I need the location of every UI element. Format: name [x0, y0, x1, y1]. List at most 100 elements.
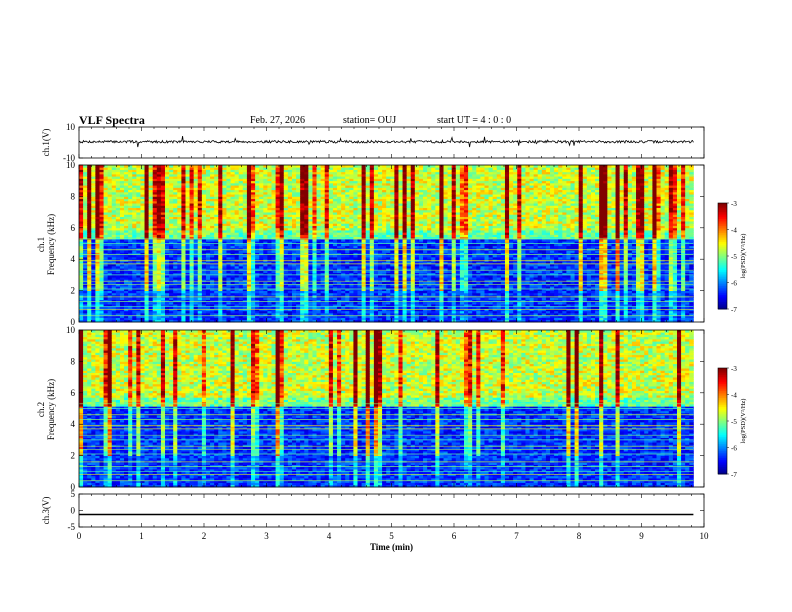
ch2-spec-colorbar-cell [718, 458, 727, 461]
ch2-spec-ylabel: Frequency (kHz) [46, 379, 56, 440]
ch2-spec-ylabel: ch.2 [36, 402, 46, 417]
ch1-spec-colorbar-cell [718, 210, 727, 213]
ch1-spec-colorbar-cell [718, 278, 727, 282]
ch1-wave-ytick-label: 10 [66, 122, 76, 132]
ch2-spec-colorbar-cell [718, 417, 727, 420]
ch2-spec-colorbar-cell [718, 447, 727, 450]
ch1-spec-colorbar-cell [718, 227, 727, 230]
ch2-spec-colorbar-tick-label: -5 [731, 418, 737, 426]
ch1-spec-colorbar-cell [718, 287, 727, 291]
ch2-spec-colorbar-tick-label: -6 [731, 445, 737, 453]
ch2-spec-colorbar-cell [718, 428, 727, 431]
ch1-spec-colorbar-cell [718, 233, 727, 236]
ch2-spec-colorbar-cell [718, 443, 727, 447]
ch2-spec-colorbar-cell [718, 415, 727, 418]
ch1-spec-colorbar-cell [718, 256, 727, 259]
ch1-spec-colorbar-cell [718, 275, 727, 278]
ch2-spec-colorbar-cell [718, 387, 727, 390]
ch1-spec-colorbar-cell [718, 291, 727, 294]
ch1-spec-colorbar-cell [718, 229, 727, 232]
ch2-spec-colorbar-cell [718, 396, 727, 399]
ch1-spec-ytick-label: 6 [71, 223, 76, 233]
ch2-spec-colorbar-cell [718, 373, 727, 376]
ch2-spec-colorbar-cell [718, 392, 727, 395]
ch2-spec-colorbar-cell [718, 422, 727, 426]
ch1-spec-colorbar-cell [718, 254, 727, 257]
ch2-spec-colorbar-cell [718, 394, 727, 397]
ch2-spec-colorbar-cell [718, 452, 727, 456]
ch1-spec-ytick-label: 4 [71, 254, 76, 264]
ch1-spec-colorbar-cell [718, 208, 727, 211]
ch1-spec-colorbar-cell [718, 303, 727, 306]
ch2-spec-colorbar-cell [718, 429, 727, 433]
ch2-spec-colorbar-cell [718, 385, 727, 388]
ch2-spec-colorbar-cell [718, 436, 727, 440]
ch1-spec-colorbar-cell [718, 224, 727, 227]
ch1-spec-colorbar-cell [718, 264, 727, 268]
ch2-spec-colorbar-cell [718, 390, 727, 394]
ch2-spec-colorbar-cell [718, 438, 727, 441]
ch1-spec-colorbar-cell [718, 248, 727, 252]
x-tick-label: 7 [514, 531, 519, 541]
station-label: station= OUJ [343, 115, 396, 126]
ch1-spec-colorbar-cell [718, 231, 727, 234]
ch1-spec-colorbar-tick-label: -4 [731, 227, 737, 235]
ch2-spec-ytick-label: 0 [71, 482, 76, 492]
ch1-spec-colorbar-cell [718, 257, 727, 261]
ch1-spec-colorbar-cell [718, 215, 727, 218]
ch3-wave-ytick-label: 0 [71, 506, 76, 516]
x-tick-label: 0 [77, 531, 82, 541]
ch2-spec-colorbar-cell [718, 399, 727, 403]
ch1-spec-colorbar-cell [718, 206, 727, 209]
ch1-spec-colorbar-label: log(PSD)(V²/Hz) [740, 234, 747, 279]
ch1-spec-colorbar-cell [718, 294, 727, 298]
ch2-spec-colorbar-cell [718, 412, 727, 415]
chart-title: VLF Spectra [79, 113, 145, 128]
ch1-spec-ylabel: Frequency (kHz) [46, 214, 56, 275]
ch2-spec-colorbar-cell [718, 383, 727, 387]
ch1-wave-ylabel: ch.1(V) [41, 129, 51, 157]
ch2-spec-colorbar-cell [718, 380, 727, 383]
ch1-spec-colorbar-cell [718, 271, 727, 275]
ch2-spec-colorbar-cell [718, 463, 727, 466]
ch2-spec-colorbar-cell [718, 456, 727, 459]
ch1-wave-trace [78, 136, 694, 148]
ch1-spec-colorbar-cell [718, 217, 727, 220]
ch1-spec-colorbar-cell [718, 259, 727, 262]
ch2-spec-colorbar-cell [718, 466, 727, 470]
ch2-spec-colorbar-cell [718, 440, 727, 443]
ch1-spec-colorbar-cell [718, 247, 727, 250]
ch1-spec-colorbar-cell [718, 307, 727, 310]
ch1-spec-colorbar-cell [718, 266, 727, 269]
ch1-spec-colorbar-cell [718, 218, 727, 222]
ch2-spec-colorbar-cell [718, 424, 727, 427]
x-tick-label: 3 [264, 531, 269, 541]
ch3-wave-frame [78, 493, 705, 528]
ch1-spec-colorbar-cell [718, 298, 727, 301]
date-label: Feb. 27, 2026 [250, 115, 305, 126]
ch2-spec-colorbar-cell [718, 445, 727, 448]
ch1-spec-colorbar-cell [718, 263, 727, 266]
ch2-spec-colorbar-cell [718, 461, 727, 464]
ch2-spec-colorbar-cell [718, 376, 727, 380]
ch2-spec-colorbar-cell [718, 405, 727, 408]
x-tick-label: 4 [327, 531, 332, 541]
ch1-spec-colorbar-cell [718, 282, 727, 285]
ch2-spec-ytick-label: 4 [71, 419, 76, 429]
ch2-spec-colorbar-cell [718, 468, 727, 471]
ch1-spec-colorbar-cell [718, 293, 727, 296]
ch1-spec-colorbar-cell [718, 280, 727, 283]
ch2-spec-colorbar-cell [718, 419, 727, 422]
ch1-spec-colorbar-cell [718, 273, 727, 276]
ch1-spec-ylabel: ch.1 [36, 237, 46, 252]
ch1-spec-colorbar-tick-label: -6 [731, 280, 737, 288]
ch1-spec-ytick-label: 10 [66, 160, 76, 170]
ch1-spec-colorbar-cell [718, 243, 727, 246]
ch2-spec-colorbar-cell [718, 378, 727, 381]
ch2-spec-colorbar-cell [718, 454, 727, 457]
ch3-wave-ylabel: ch.3(V) [41, 497, 51, 525]
ch1-spec-colorbar-cell [718, 220, 727, 223]
ch2-spec-colorbar-cell [718, 465, 727, 468]
ch1-spec-ytick-label: 8 [71, 191, 76, 201]
